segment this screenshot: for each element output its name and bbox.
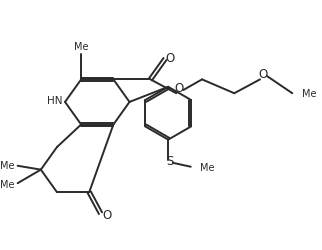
Text: Me: Me — [302, 89, 317, 99]
Text: O: O — [174, 82, 184, 95]
Text: HN: HN — [47, 96, 62, 106]
Text: Me: Me — [0, 180, 14, 190]
Text: O: O — [102, 208, 111, 221]
Text: Me: Me — [0, 160, 14, 170]
Text: Me: Me — [200, 162, 215, 172]
Text: S: S — [166, 154, 174, 168]
Text: O: O — [166, 52, 175, 65]
Text: Me: Me — [74, 41, 89, 51]
Text: O: O — [258, 68, 267, 81]
